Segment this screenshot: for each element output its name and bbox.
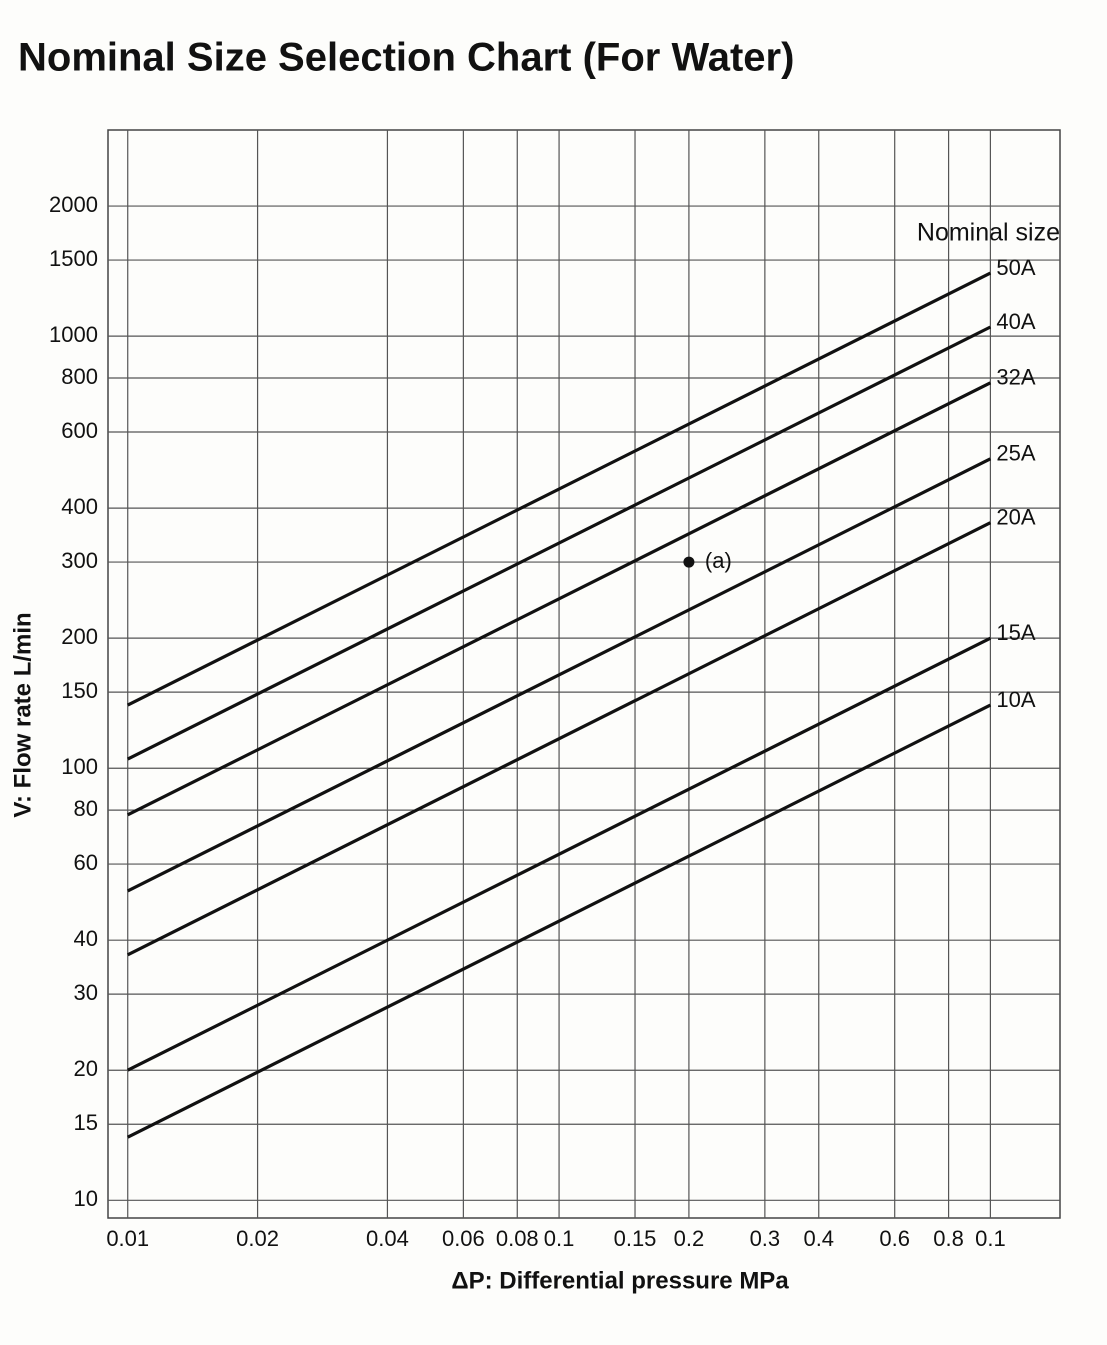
series-label: 15A bbox=[996, 620, 1035, 645]
y-tick-label: 600 bbox=[61, 418, 98, 443]
series-label: 50A bbox=[996, 255, 1035, 280]
x-tick-label: 0.1 bbox=[544, 1226, 575, 1251]
series-line bbox=[127, 457, 992, 893]
y-tick-label: 20 bbox=[74, 1056, 98, 1081]
series-line bbox=[127, 703, 992, 1139]
x-tick-label: 0.01 bbox=[106, 1226, 149, 1251]
y-tick-label: 1500 bbox=[49, 246, 98, 271]
x-tick-label: 0.3 bbox=[750, 1226, 781, 1251]
y-tick-label: 150 bbox=[61, 678, 98, 703]
x-tick-label: 0.6 bbox=[879, 1226, 910, 1251]
y-tick-label: 15 bbox=[74, 1110, 98, 1135]
x-tick-label: 0.1 bbox=[975, 1226, 1006, 1251]
y-tick-label: 40 bbox=[74, 926, 98, 951]
x-tick-label: 0.04 bbox=[366, 1226, 409, 1251]
x-tick-label: 0.2 bbox=[674, 1226, 705, 1251]
series-line bbox=[127, 636, 992, 1072]
y-tick-label: 200 bbox=[61, 624, 98, 649]
y-axis-label: V: Flow rate L/min bbox=[9, 612, 36, 817]
y-tick-label: 30 bbox=[74, 980, 98, 1005]
series-label: 25A bbox=[996, 441, 1035, 466]
series-label: 32A bbox=[996, 365, 1035, 390]
x-tick-label: 0.08 bbox=[496, 1226, 539, 1251]
y-tick-label: 80 bbox=[74, 796, 98, 821]
legend-title: Nominal size bbox=[917, 219, 1060, 247]
x-tick-label: 0.4 bbox=[803, 1226, 834, 1251]
y-tick-label: 100 bbox=[61, 754, 98, 779]
plot-area bbox=[107, 129, 1061, 1219]
series-label: 20A bbox=[996, 505, 1035, 530]
series-label: 40A bbox=[996, 309, 1035, 334]
chart-title: Nominal Size Selection Chart (For Water) bbox=[18, 36, 794, 80]
x-tick-label: 0.8 bbox=[933, 1226, 964, 1251]
y-tick-label: 800 bbox=[61, 364, 98, 389]
y-tick-label: 60 bbox=[74, 850, 98, 875]
x-axis-label: ΔP: Differential pressure MPa bbox=[451, 1267, 789, 1294]
y-tick-label: 300 bbox=[61, 548, 98, 573]
series-line bbox=[127, 521, 992, 957]
series-line bbox=[127, 271, 992, 707]
series-line bbox=[127, 325, 992, 761]
y-tick-label: 400 bbox=[61, 494, 98, 519]
x-tick-label: 0.06 bbox=[442, 1226, 485, 1251]
y-tick-label: 1000 bbox=[49, 322, 98, 347]
x-tick-label: 0.02 bbox=[236, 1226, 279, 1251]
y-tick-label: 10 bbox=[74, 1186, 98, 1211]
series-line bbox=[127, 381, 992, 817]
point-label: (a) bbox=[705, 548, 732, 573]
y-tick-label: 2000 bbox=[49, 192, 98, 217]
point bbox=[683, 556, 695, 568]
series-label: 10A bbox=[996, 687, 1035, 712]
x-tick-label: 0.15 bbox=[614, 1226, 657, 1251]
